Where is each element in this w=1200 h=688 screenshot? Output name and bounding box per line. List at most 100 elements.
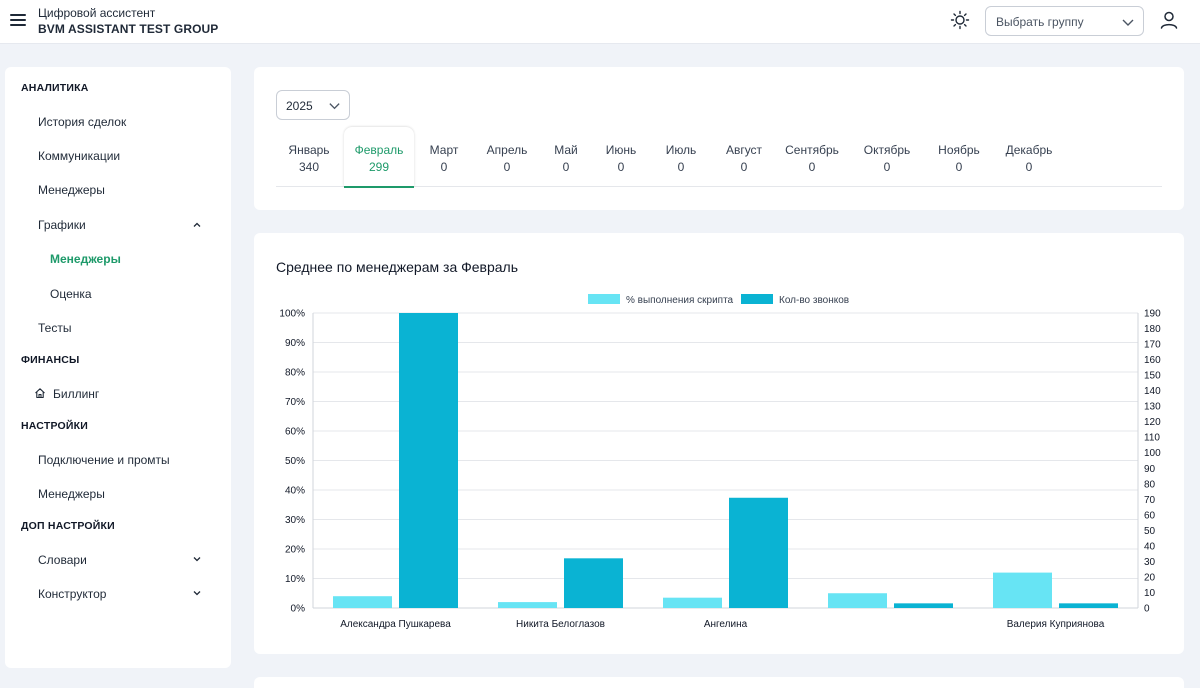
sidebar-subitem-managers-charts[interactable]: Менеджеры [50,252,121,266]
period-filter-card: 2025 Январь 340 Февраль 299 Март 0 Апрель 0 … [254,67,1184,210]
x-tick-label: Никита Белоглазов [516,619,605,630]
sidebar-subitem-evaluation[interactable]: Оценка [50,287,92,301]
tab-month-november[interactable]: Ноябрь 0 [928,127,990,187]
year-select-value: 2025 [286,99,313,113]
bar-calls-count [729,497,788,608]
tab-month-august[interactable]: Август 0 [712,127,776,187]
sidebar-item-constructor[interactable]: Конструктор [38,587,107,601]
month-name: Июль [665,143,697,157]
y-left-tick-label: 90% [285,338,305,349]
tab-month-april[interactable]: Апрель 0 [474,127,540,187]
month-tabs: Январь 340 Февраль 299 Март 0 Апрель 0 Май 0 … [276,127,1162,188]
month-count: 0 [1025,160,1033,174]
y-left-tick-label: 10% [285,574,305,585]
month-name: Октябрь [863,143,911,157]
chevron-down-icon [1122,19,1134,26]
y-left-tick-label: 30% [285,515,305,526]
y-right-tick-label: 80 [1144,479,1156,490]
tab-month-october[interactable]: Октябрь 0 [852,127,922,187]
y-right-tick-label: 0 [1144,604,1150,615]
legend-label: % выполнения скрипта [626,295,734,306]
sidebar-item-tests[interactable]: Тесты [38,321,72,335]
bar-calls-count [564,558,623,608]
y-right-tick-label: 90 [1144,464,1156,475]
x-tick-label: Александра Пушкарева [340,619,451,630]
section-settings: НАСТРОЙКИ [21,420,88,432]
chevron-down-icon[interactable] [191,587,203,599]
y-left-tick-label: 100% [279,309,305,320]
user-icon[interactable] [1158,9,1180,31]
month-count: 0 [503,160,511,174]
tab-month-december[interactable]: Декабрь 0 [994,127,1064,187]
legend-label: Кол-во звонков [779,295,849,306]
month-count: 0 [808,160,816,174]
sun-icon[interactable] [950,10,970,30]
y-right-tick-label: 140 [1144,386,1161,397]
month-name: Декабрь [1005,143,1053,157]
month-name: Март [429,143,459,157]
y-left-tick-label: 40% [285,486,305,497]
year-select[interactable]: 2025 [276,90,350,120]
sidebar-item-deal-history[interactable]: История сделок [38,115,127,129]
app-subtitle: Цифровой ассистент [38,6,156,20]
month-count: 0 [562,160,570,174]
tab-month-january[interactable]: Январь 340 [276,127,342,187]
y-right-tick-label: 50 [1144,526,1156,537]
bar-script-percent [498,602,557,608]
sidebar-item-charts[interactable]: Графики [38,218,86,232]
tab-month-june[interactable]: Июнь 0 [592,127,650,187]
section-finance: ФИНАНСЫ [21,354,80,366]
sidebar-item-billing[interactable]: Биллинг [53,387,100,401]
home-icon [35,388,45,399]
bar-script-percent [663,597,722,608]
month-name: Февраль [354,143,404,157]
sidebar-item-communications[interactable]: Коммуникации [38,149,121,163]
x-tick-label: Ангелина [704,619,748,630]
chevron-down-icon[interactable] [191,553,203,565]
y-left-tick-label: 60% [285,427,305,438]
month-count: 0 [440,160,448,174]
legend-swatch [741,294,773,304]
next-card [254,677,1184,688]
top-bar: Цифровой ассистент BVM ASSISTANT TEST GR… [0,0,1200,44]
bar-calls-count [1059,603,1118,608]
y-left-tick-label: 0% [291,604,306,615]
y-left-tick-label: 70% [285,397,305,408]
y-right-tick-label: 30 [1144,557,1156,568]
tab-month-july[interactable]: Июль 0 [652,127,710,187]
sidebar-item-managers[interactable]: Менеджеры [38,183,105,197]
month-count: 0 [617,160,625,174]
y-right-tick-label: 100 [1144,448,1161,459]
tab-month-february[interactable]: Февраль 299 [344,127,414,188]
bar-calls-count [894,603,953,608]
chevron-up-icon[interactable] [191,219,203,231]
tab-month-may[interactable]: Май 0 [542,127,590,187]
month-count: 0 [677,160,685,174]
sidebar-item-dictionaries[interactable]: Словари [38,553,87,567]
app-title: BVM ASSISTANT TEST GROUP [38,22,219,36]
managers-chart-card: Среднее по менеджерам за Февраль 0% 10% 20… [254,233,1184,654]
month-name: Сентябрь [785,143,839,157]
y-right-tick-label: 20 [1144,572,1156,583]
month-name: Май [554,143,578,157]
tab-month-march[interactable]: Март 0 [416,127,472,187]
y-right-tick-label: 120 [1144,417,1161,428]
legend-swatch [588,294,620,304]
y-right-tick-label: 70 [1144,495,1156,506]
month-count: 0 [883,160,891,174]
month-name: Ноябрь [938,143,980,157]
y-right-tick-label: 160 [1144,355,1161,366]
sidebar-item-connection-prompts[interactable]: Подключение и промты [38,453,170,467]
month-name: Апрель [486,143,528,157]
group-select[interactable]: Выбрать группу [985,6,1144,36]
x-tick-label: Валерия Куприянова [1007,619,1105,630]
y-left-tick-label: 50% [285,456,305,467]
month-count: 340 [298,160,320,174]
sidebar-item-settings-managers[interactable]: Менеджеры [38,487,105,501]
group-select-placeholder: Выбрать группу [996,15,1084,29]
menu-icon[interactable] [10,12,28,28]
y-right-tick-label: 40 [1144,541,1156,552]
tab-month-september[interactable]: Сентябрь 0 [778,127,846,187]
month-count: 299 [368,160,390,174]
y-right-tick-label: 60 [1144,510,1156,521]
